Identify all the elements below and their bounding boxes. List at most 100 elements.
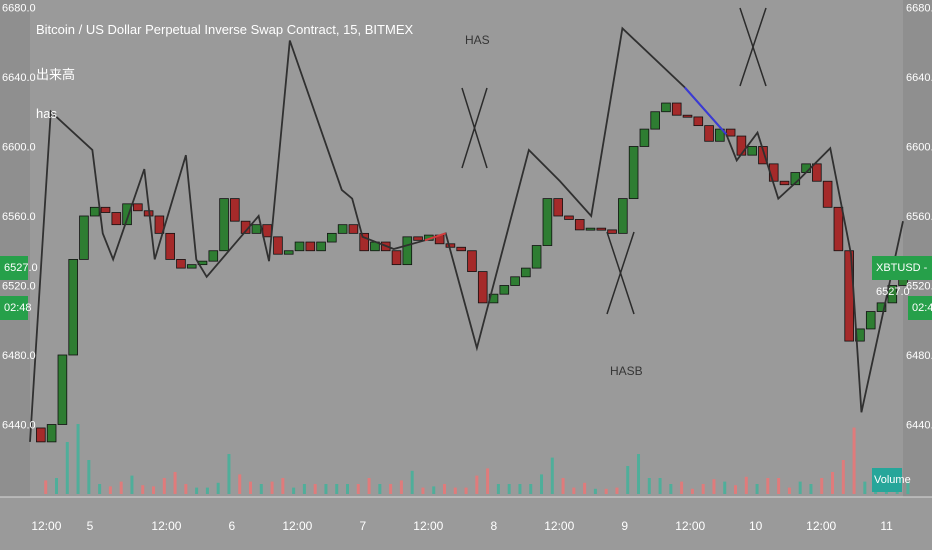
y-tick-label-left: 6680.0: [2, 2, 36, 14]
y-tick-label: 6560.0: [906, 211, 932, 223]
volume-bar: [583, 482, 587, 494]
volume-bar: [841, 460, 845, 494]
y-tick-label: 6640.0: [906, 72, 932, 84]
x-tick-label: 5: [87, 519, 94, 533]
zigzag-line: [29, 26, 904, 442]
candle: [294, 241, 305, 252]
candle: [283, 250, 294, 255]
candle: [531, 245, 542, 269]
x-tick-label: 9: [621, 519, 628, 533]
volume-bar: [44, 480, 48, 494]
volume-bar: [119, 481, 123, 494]
volume-bar: [798, 481, 802, 494]
candle: [618, 198, 628, 234]
has-indicator-name[interactable]: has: [36, 106, 57, 121]
volume-bar: [313, 484, 317, 494]
volume-bar: [399, 480, 403, 494]
candle: [359, 232, 369, 252]
candle: [456, 246, 466, 252]
y-tick-label: 6520.0: [906, 280, 932, 292]
candle: [704, 125, 714, 142]
volume-bar: [701, 484, 705, 494]
volume-bar: [259, 484, 263, 494]
x-tick-label: 11: [880, 519, 893, 533]
zigzag-red-segment: [424, 232, 447, 242]
y-tick-label-left: 6480.0: [2, 350, 36, 362]
volume-bar: [173, 472, 177, 494]
right-price-tag: XBTUSD - 6527.0: [872, 256, 932, 298]
candle: [477, 271, 488, 304]
x-tick-label: 12:00: [806, 519, 836, 533]
x-tick-label: 12:00: [282, 519, 312, 533]
candle: [445, 243, 456, 248]
volume-bar: [615, 487, 619, 494]
volume-bar: [604, 488, 608, 494]
candle: [553, 198, 563, 217]
candle: [186, 264, 197, 269]
volume-indicator-name[interactable]: 出来高: [36, 67, 76, 82]
candle: [747, 146, 757, 156]
volume-bar: [593, 488, 597, 494]
x-tick-label: 12:00: [151, 519, 181, 533]
y-tick-label: 6680.0: [906, 2, 932, 14]
candle: [391, 250, 402, 266]
candle: [876, 302, 887, 312]
candle: [122, 203, 132, 226]
x-tick-label: 8: [490, 519, 497, 533]
volume-bar: [831, 472, 835, 494]
candle: [273, 236, 283, 255]
candle: [736, 135, 747, 156]
volume-bar: [76, 424, 80, 494]
volume-bar: [486, 468, 490, 494]
volume-bar: [130, 475, 134, 494]
volume-bar: [421, 487, 425, 494]
volume-bar: [216, 482, 220, 494]
candle: [251, 224, 262, 234]
volume-bar: [518, 484, 522, 494]
candle: [564, 215, 574, 220]
y-tick-label-left: 6520.0: [2, 280, 36, 292]
volume-bar: [205, 487, 209, 494]
x-tick-label: 12:00: [544, 519, 574, 533]
volume-bar: [550, 457, 554, 494]
volume-bar: [507, 484, 511, 494]
volume-bar: [852, 427, 856, 494]
volume-bar: [356, 484, 360, 494]
volume-bar: [227, 454, 231, 494]
candle: [725, 128, 736, 137]
candle: [779, 180, 790, 186]
volume-bar: [432, 486, 436, 494]
candle: [337, 224, 348, 234]
y-tick-label: 6600.0: [906, 141, 932, 153]
chart-title: Bitcoin / US Dollar Perpetual Inverse Sw…: [36, 22, 414, 37]
candle: [46, 424, 57, 443]
has-zigzag-indicator: [29, 26, 904, 442]
candle: [316, 241, 326, 252]
candle: [628, 146, 639, 200]
volume-bar: [561, 478, 565, 494]
candle: [542, 198, 553, 246]
y-tick-label: 6440.0: [906, 419, 932, 431]
x-markers: [461, 7, 767, 315]
candle: [596, 227, 607, 231]
volume-bar: [346, 484, 350, 494]
volume-bar: [658, 478, 662, 494]
x-marker: [606, 231, 635, 315]
volume-bar: [637, 454, 641, 494]
volume-bar: [906, 481, 910, 494]
volume-bar: [723, 481, 727, 494]
y-tick-label: 6480.0: [906, 350, 932, 362]
volume-bar: [184, 484, 188, 494]
volume-bar: [744, 476, 748, 494]
volume-bars: [44, 424, 910, 494]
candle: [607, 229, 617, 234]
volume-bar: [809, 484, 813, 494]
volume-bar: [281, 478, 285, 494]
volume-bar: [378, 484, 382, 494]
volume-bar: [453, 487, 457, 494]
volume-bar: [475, 475, 479, 494]
x-tick-label: 10: [749, 519, 763, 533]
volume-bar: [335, 484, 339, 494]
